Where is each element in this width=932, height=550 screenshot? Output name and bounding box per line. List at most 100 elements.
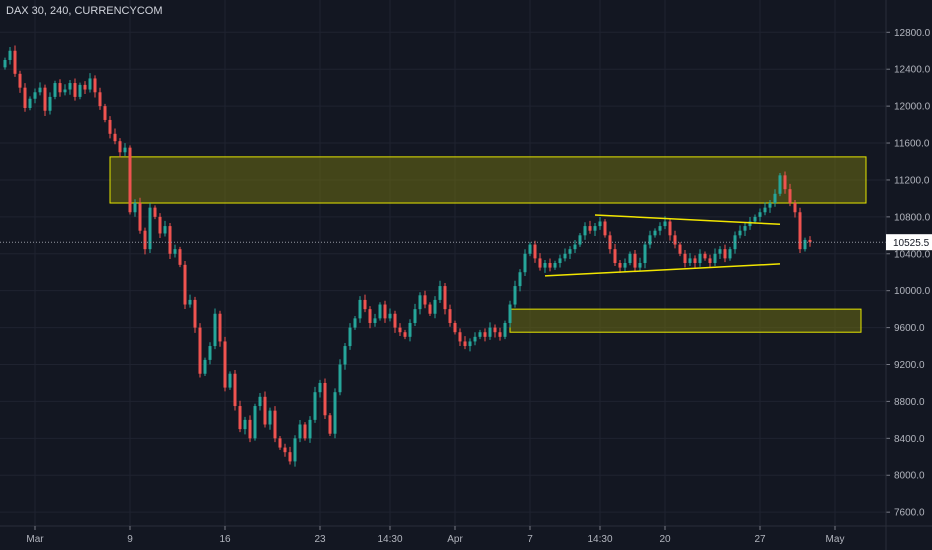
candle [713, 248, 717, 267]
candle [693, 255, 697, 269]
candle [548, 258, 552, 272]
candle [233, 369, 237, 411]
candle [438, 280, 442, 303]
candle-body [428, 304, 432, 314]
candle-body [63, 89, 67, 93]
candle [188, 294, 192, 308]
candle [223, 336, 227, 392]
candle [518, 269, 522, 292]
candle [148, 203, 152, 253]
candle [768, 199, 772, 213]
candle [408, 319, 412, 342]
candle-body [298, 424, 302, 439]
candle-body [268, 410, 272, 425]
time-axis[interactable]: Mar 9 16 23 14:30 Apr 7 14:30 20 27 May [0, 525, 932, 545]
y-tick-label: 10000.0 [894, 286, 931, 297]
candle-body [753, 216, 757, 222]
candle-body [103, 106, 107, 120]
support-resistance-zones [109, 156, 867, 333]
candle-body [703, 253, 707, 259]
candle [403, 329, 407, 340]
candle-body [108, 119, 112, 134]
candle [483, 328, 487, 342]
candle [578, 233, 582, 247]
candle-body [548, 263, 552, 268]
candle-body [273, 410, 277, 439]
candle-body [673, 235, 677, 245]
y-tick-label: 11600.0 [894, 139, 930, 150]
candle [178, 246, 182, 268]
candle [493, 324, 497, 338]
x-tick-label: 23 [314, 534, 326, 545]
candle [363, 294, 367, 313]
candle-body [728, 249, 732, 259]
candle [428, 302, 432, 317]
candle [243, 416, 247, 435]
candle-body [793, 203, 797, 213]
candle [443, 283, 447, 315]
candle-body [248, 419, 252, 439]
candle-body [253, 406, 257, 439]
candle [478, 329, 482, 340]
candle-body [478, 332, 482, 337]
candle-body [288, 452, 292, 462]
candle-body [263, 396, 267, 425]
candle-body [98, 92, 102, 107]
candle-body [283, 447, 287, 453]
candle-body [193, 299, 197, 328]
candle [268, 407, 272, 430]
candle-body [228, 373, 232, 388]
candle [83, 81, 87, 95]
candle [338, 359, 342, 396]
candle-body [718, 249, 722, 254]
candle [103, 103, 107, 123]
candle [348, 323, 352, 350]
candle-body [433, 299, 437, 314]
candle-body [748, 221, 752, 227]
candle [573, 240, 577, 253]
candle-body [473, 336, 477, 342]
candle-body [808, 239, 812, 243]
candle-body [643, 244, 647, 263]
candle [503, 320, 507, 340]
candle-body [43, 87, 47, 111]
candle-body [148, 207, 152, 250]
candle [308, 416, 312, 443]
candle-body [568, 249, 572, 254]
candle-body [698, 253, 702, 263]
candle [568, 246, 572, 260]
candle [708, 254, 712, 268]
candle-body [178, 249, 182, 265]
last-price-tag-bg [886, 234, 932, 251]
price-axis[interactable]: 7600.0 8000.0 8400.0 8800.0 9200.0 9600.0 1000… [885, 0, 931, 550]
candle-body [458, 332, 462, 342]
candle [628, 251, 632, 266]
candle [763, 202, 767, 216]
candle [128, 145, 132, 215]
candle [38, 82, 42, 96]
x-tick-label: 14:30 [587, 534, 612, 545]
candle-body [708, 258, 712, 263]
candle-body [453, 322, 457, 333]
candle-body [498, 332, 502, 337]
y-tick-label: 10800.0 [894, 212, 931, 223]
candle-body [713, 253, 717, 263]
candle [163, 220, 167, 237]
y-tick-label: 7600.0 [894, 508, 925, 519]
x-tick-label: 14:30 [377, 534, 402, 545]
candle-body [803, 239, 807, 250]
candle [598, 216, 602, 230]
trendlines [544, 214, 781, 277]
candle [673, 230, 677, 249]
candle [798, 207, 802, 253]
candle [588, 220, 592, 234]
candle-body [528, 244, 532, 254]
candle [773, 189, 777, 207]
candle [803, 237, 807, 252]
candle [8, 46, 12, 65]
candle-body [123, 147, 127, 153]
candle [68, 80, 72, 95]
candle-body [303, 424, 307, 439]
x-tick-label: Mar [26, 534, 44, 545]
